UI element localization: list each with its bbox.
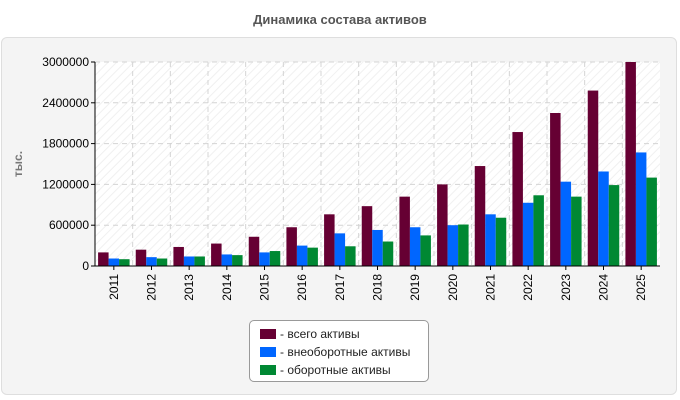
y-tick-label: 2400000 bbox=[42, 96, 89, 110]
bar-total-2018 bbox=[361, 206, 373, 266]
bar-current-2016 bbox=[307, 247, 318, 266]
bar-current-2022 bbox=[533, 195, 544, 266]
bar-current-2020 bbox=[458, 224, 469, 266]
legend-label-total: - всего активы bbox=[280, 327, 360, 341]
bar-total-2017 bbox=[324, 214, 335, 266]
bar-total-2019 bbox=[399, 196, 410, 266]
bar-noncurrent-2020 bbox=[447, 225, 459, 266]
y-tick-label: 1800000 bbox=[42, 137, 89, 151]
bar-noncurrent-2014 bbox=[221, 254, 233, 266]
x-tick-label: 2013 bbox=[182, 274, 196, 301]
legend-item-total: - всего активы bbox=[260, 325, 428, 343]
x-tick-label: 2019 bbox=[408, 274, 422, 301]
legend-label-current: - оборотные активы bbox=[280, 363, 391, 377]
x-tick-label: 2018 bbox=[371, 274, 385, 301]
bar-total-2016 bbox=[286, 227, 297, 266]
x-tick-label: 2011 bbox=[107, 274, 121, 300]
bar-total-2013 bbox=[173, 246, 184, 266]
legend: - всего активы - внеоборотные активы - о… bbox=[249, 320, 429, 382]
bar-current-2021 bbox=[495, 217, 507, 266]
bar-current-2023 bbox=[571, 196, 582, 266]
bar-total-2020 bbox=[437, 184, 448, 266]
bar-total-2011 bbox=[98, 252, 109, 266]
y-tick-label: 600000 bbox=[49, 218, 89, 232]
x-tick-label: 2020 bbox=[446, 274, 460, 301]
x-tick-label: 2015 bbox=[258, 274, 272, 301]
bar-current-2011 bbox=[119, 259, 130, 266]
y-axis-label: тыс. bbox=[11, 151, 25, 177]
bar-current-2019 bbox=[420, 235, 431, 266]
legend-swatch-noncurrent bbox=[260, 347, 276, 357]
bar-noncurrent-2011 bbox=[108, 258, 120, 266]
bar-noncurrent-2015 bbox=[259, 252, 270, 266]
x-tick-label: 2022 bbox=[521, 274, 535, 301]
legend-swatch-total bbox=[260, 329, 276, 339]
bar-total-2014 bbox=[211, 243, 222, 266]
x-tick-label: 2025 bbox=[634, 274, 648, 301]
bar-total-2015 bbox=[248, 236, 260, 266]
bar-current-2025 bbox=[646, 177, 657, 266]
legend-item-current: - оборотные активы bbox=[260, 361, 428, 379]
chart-title: Динамика состава активов bbox=[253, 12, 427, 27]
bar-noncurrent-2013 bbox=[183, 256, 195, 266]
bars bbox=[98, 62, 657, 266]
x-tick-label: 2017 bbox=[333, 274, 347, 301]
x-tick-label: 2023 bbox=[559, 274, 573, 301]
bar-noncurrent-2019 bbox=[409, 227, 421, 266]
bar-noncurrent-2023 bbox=[560, 181, 572, 266]
bar-noncurrent-2012 bbox=[146, 257, 157, 266]
legend-swatch-current bbox=[260, 365, 276, 375]
legend-item-noncurrent: - внеоборотные активы bbox=[260, 343, 428, 361]
bar-total-2022 bbox=[512, 132, 523, 266]
bar-noncurrent-2022 bbox=[522, 202, 534, 266]
bar-total-2012 bbox=[135, 249, 147, 266]
grid-lines bbox=[95, 61, 660, 266]
bar-total-2021 bbox=[474, 166, 486, 266]
x-tick-label: 2024 bbox=[597, 274, 611, 301]
bar-total-2025 bbox=[625, 62, 636, 266]
bar-current-2015 bbox=[269, 251, 281, 266]
bar-noncurrent-2017 bbox=[334, 233, 346, 266]
legend-label-noncurrent: - внеоборотные активы bbox=[280, 345, 411, 359]
bar-current-2014 bbox=[232, 255, 243, 266]
bar-noncurrent-2021 bbox=[485, 214, 496, 266]
bar-current-2012 bbox=[156, 258, 168, 266]
bar-total-2024 bbox=[587, 90, 599, 266]
bar-total-2023 bbox=[550, 113, 561, 266]
bar-noncurrent-2018 bbox=[372, 229, 383, 266]
y-tick-label: 1200000 bbox=[42, 177, 89, 191]
x-tick-label: 2021 bbox=[484, 274, 498, 301]
bar-current-2024 bbox=[608, 185, 620, 266]
x-tick-label: 2016 bbox=[295, 274, 309, 301]
x-tick-label: 2014 bbox=[220, 274, 234, 301]
bar-noncurrent-2025 bbox=[635, 152, 647, 266]
y-tick-label: 0 bbox=[82, 259, 89, 273]
bar-noncurrent-2024 bbox=[598, 171, 609, 266]
y-tick-label: 3000000 bbox=[42, 55, 89, 69]
x-tick-label: 2012 bbox=[145, 274, 159, 301]
tick-labels: 0 600000 1200000 1800000 2400000 3000000 2011 2… bbox=[42, 55, 648, 301]
bar-noncurrent-2016 bbox=[296, 245, 308, 266]
bar-current-2018 bbox=[382, 241, 394, 266]
bar-current-2013 bbox=[194, 256, 205, 266]
bar-current-2017 bbox=[345, 246, 356, 266]
